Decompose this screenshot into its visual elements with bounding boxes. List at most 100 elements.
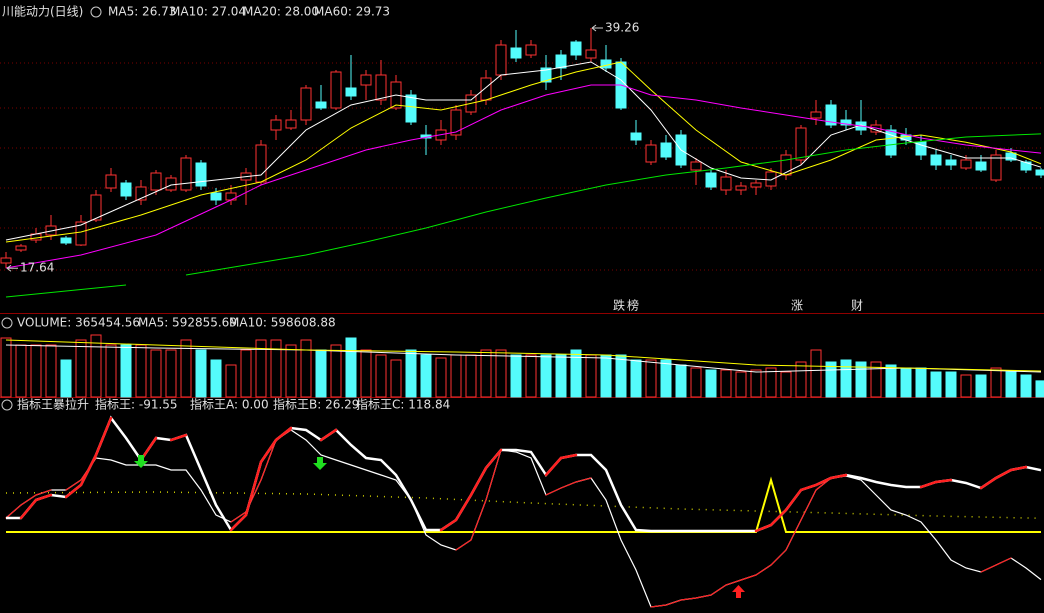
- rising-segment: [470, 499, 487, 541]
- series-line: [5, 133, 1042, 298]
- rising-segment: [485, 449, 502, 501]
- menu-icon[interactable]: [90, 6, 102, 18]
- volume-bar: [75, 339, 87, 398]
- rising-segment: [560, 481, 577, 489]
- rising-segment: [259, 438, 278, 464]
- rising-segment: [800, 489, 817, 521]
- candle-body: [660, 142, 672, 158]
- rising-segment: [260, 439, 277, 481]
- volume-bar: [825, 361, 837, 398]
- candle-body: [570, 41, 582, 56]
- candle-body: [645, 144, 657, 163]
- volume-bar: [0, 337, 12, 398]
- volume-bar: [945, 371, 957, 398]
- volume-bar: [870, 361, 882, 398]
- volume-bar: [780, 371, 792, 398]
- candle-body: [135, 186, 147, 201]
- event-marker[interactable]: 跌: [613, 298, 625, 313]
- volume-bar: [855, 361, 867, 398]
- candle-body: [930, 154, 942, 166]
- volume-bar: [465, 354, 477, 398]
- event-marker[interactable]: 涨: [791, 298, 803, 313]
- volume-bar: [720, 369, 732, 398]
- volume-bar: [735, 371, 747, 398]
- rising-segment: [770, 549, 787, 566]
- volume-bar: [105, 344, 117, 398]
- volume-bar: [585, 354, 597, 398]
- volume-bar: [60, 359, 72, 398]
- candle-body: [195, 162, 207, 187]
- legend-entry: 指标王: -91.55: [95, 397, 178, 412]
- candle-body: [405, 94, 417, 123]
- candle-body: [555, 54, 567, 69]
- candle-body: [690, 161, 702, 171]
- volume-bar: [750, 369, 762, 398]
- volume-bar: [525, 354, 537, 398]
- candle-body: [525, 44, 537, 56]
- volume-bar: [555, 354, 567, 398]
- menu-icon[interactable]: [1, 317, 13, 329]
- rising-segment: [19, 498, 38, 520]
- volume-bar: [195, 349, 207, 398]
- volume-bar: [90, 334, 102, 398]
- candle-body: [300, 87, 312, 121]
- rising-segment: [785, 519, 802, 551]
- rising-segment: [769, 508, 788, 527]
- candle-body: [330, 71, 342, 109]
- menu-icon[interactable]: [1, 399, 13, 411]
- rising-segment: [229, 513, 248, 532]
- rising-segment: [79, 453, 98, 487]
- volume-bar: [30, 344, 42, 398]
- candle-body: [0, 257, 12, 264]
- rising-segment: [680, 597, 697, 601]
- candle-body: [975, 161, 987, 171]
- rising-segment: [64, 483, 83, 499]
- rising-segment: [484, 448, 503, 470]
- volume-bar: [345, 337, 357, 398]
- annotation: 39.26: [605, 21, 639, 35]
- volume-bar: [795, 361, 807, 398]
- volume-bar: [930, 371, 942, 398]
- event-marker[interactable]: 榜: [627, 298, 639, 313]
- volume-bar: [810, 349, 822, 398]
- volume-bar: [135, 344, 147, 398]
- volume-bar: [240, 349, 252, 398]
- candle-body: [825, 104, 837, 126]
- annotation-arrow: [6, 264, 12, 272]
- rising-segment: [695, 594, 712, 599]
- signal-arrow: [134, 455, 148, 468]
- volume-bar: [990, 367, 1002, 398]
- legend-entry: MA10: 598608.88: [229, 316, 336, 330]
- candle-body: [990, 154, 1002, 181]
- volume-bar: [120, 344, 132, 398]
- volume-bar: [285, 344, 297, 398]
- volume-bar: [540, 354, 552, 398]
- rising-segment: [754, 523, 773, 533]
- volume-bar: [225, 364, 237, 398]
- chart-title: 川能动力(日线): [2, 5, 83, 19]
- volume-bar: [1035, 380, 1044, 398]
- candle-body: [105, 174, 117, 189]
- event-marker[interactable]: 财: [851, 299, 863, 313]
- rising-segment: [274, 426, 293, 442]
- volume-bar: [570, 349, 582, 398]
- volume-bar: [660, 359, 672, 398]
- volume-bar: [675, 364, 687, 398]
- rising-segment: [454, 493, 473, 522]
- volume-bar: [450, 354, 462, 398]
- panel-title: VOLUME: 365454.56: [17, 316, 140, 330]
- series-line: [5, 61, 1042, 243]
- candle-body: [180, 157, 192, 191]
- volume-bar: [765, 367, 777, 398]
- candle-body: [450, 109, 462, 136]
- volume-bar: [705, 369, 717, 398]
- candle-body: [510, 47, 522, 59]
- candle-body: [15, 245, 27, 251]
- volume-bar: [1005, 371, 1017, 398]
- legend-entry: MA60: 29.73: [314, 5, 390, 19]
- series-line: [5, 339, 1042, 372]
- rising-segment: [545, 487, 562, 496]
- rising-segment: [740, 574, 757, 581]
- rising-segment: [319, 428, 338, 442]
- rising-segment: [710, 584, 727, 596]
